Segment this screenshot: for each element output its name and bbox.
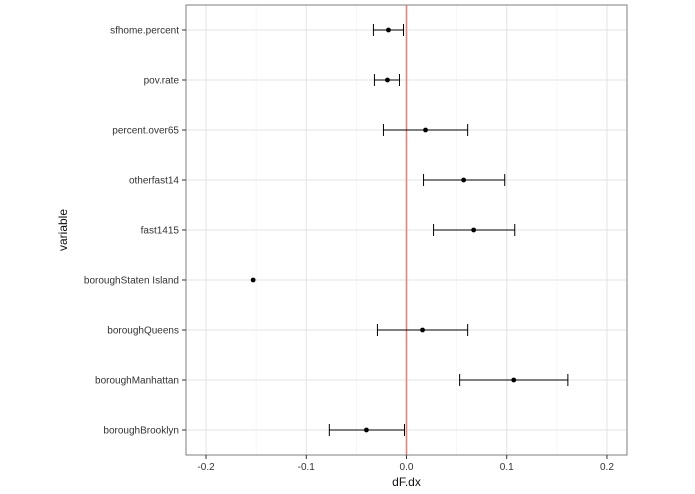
data-point xyxy=(511,377,517,383)
data-point xyxy=(386,27,391,33)
data-point xyxy=(364,427,369,433)
y-tick-label: boroughStaten Island xyxy=(84,276,179,287)
data-marks xyxy=(250,24,569,436)
data-point xyxy=(461,177,467,183)
y-tick-label: boroughManhattan xyxy=(95,376,179,387)
x-axis-title: dF.dx xyxy=(392,475,421,489)
x-tick-label: 0.2 xyxy=(600,462,614,473)
y-tick-label: percent.over65 xyxy=(112,126,179,137)
x-tick-label: -0.1 xyxy=(298,462,316,473)
x-tick-label: 0.0 xyxy=(400,462,414,473)
y-axis-ticks: sfhome.percent pov.rate percent.over65 othe… xyxy=(84,26,186,437)
y-tick-label: pov.rate xyxy=(144,76,180,87)
data-point xyxy=(471,227,477,233)
y-tick-label: boroughBrooklyn xyxy=(103,426,179,437)
y-tick-label: sfhome.percent xyxy=(110,26,179,37)
y-tick-label: boroughQueens xyxy=(107,326,179,337)
y-tick-label: fast1415 xyxy=(141,226,180,237)
x-tick-label: 0.1 xyxy=(500,462,514,473)
data-point xyxy=(385,77,390,83)
data-point xyxy=(250,277,256,283)
x-tick-label: -0.2 xyxy=(197,462,215,473)
y-tick-label: otherfast14 xyxy=(129,176,179,187)
data-point xyxy=(423,127,428,133)
data-point xyxy=(420,327,425,333)
x-axis-ticks: -0.2 -0.1 0.0 0.1 0.2 xyxy=(197,455,614,473)
y-axis-title: variable xyxy=(56,209,70,251)
